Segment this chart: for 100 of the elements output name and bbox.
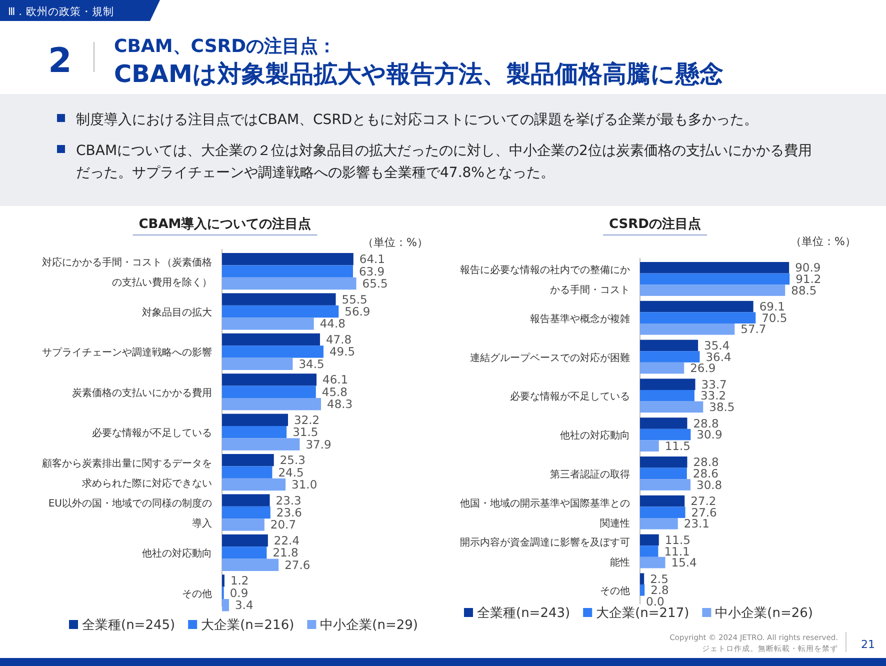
data-label: 15.4 xyxy=(671,556,697,570)
data-label: 44.8 xyxy=(320,316,346,331)
y-tick-label: 炭素価格の支払いにかかる費用 xyxy=(72,386,212,399)
bar xyxy=(222,374,317,386)
bar xyxy=(640,479,691,490)
bar xyxy=(222,534,268,547)
text: 21 xyxy=(861,638,875,651)
data-label: 64.1 xyxy=(359,252,386,266)
text: Ⅲ．欧州の政策・規制 xyxy=(8,5,114,18)
bar xyxy=(640,284,786,296)
bar xyxy=(222,346,324,358)
bar xyxy=(222,293,336,306)
data-label: 33.7 xyxy=(701,377,727,392)
data-label: 56.9 xyxy=(344,304,370,318)
bar xyxy=(640,546,658,557)
bar xyxy=(222,494,270,506)
bar xyxy=(640,428,691,440)
bar xyxy=(640,556,666,568)
bar xyxy=(640,340,698,352)
bar xyxy=(640,273,790,285)
y-tick-label: 顧客から炭素排出量に関するデータを求められた際に対応できない xyxy=(42,457,212,490)
data-label: 65.5 xyxy=(362,276,388,290)
data-label: 46.1 xyxy=(322,372,348,387)
y-tick-label: 対応にかかる手間・コスト（炭素価格の支払い費用を除く） xyxy=(42,256,212,288)
text: CBAMについては、大企業の２位は対象品目の拡大だったのに対し、中小企業の2位は炭素価格の支払いにかかる費用だった。サプライチェーンや調達戦略への影響も全業種で47.8%となった。 xyxy=(76,143,812,181)
legend-label: 全業種(n=245) xyxy=(82,618,176,633)
chart-title: CSRDの注目点 xyxy=(609,216,701,232)
data-label: 36.4 xyxy=(706,350,732,364)
data-label: 30.8 xyxy=(696,478,722,492)
data-label: 57.7 xyxy=(740,322,766,336)
bar xyxy=(222,386,316,398)
data-label: 3.4 xyxy=(234,598,254,612)
data-label: 25.3 xyxy=(280,453,306,468)
data-label: 28.8 xyxy=(693,416,719,430)
data-label: 22.4 xyxy=(274,534,300,548)
y-tick-label: サプライチェーンや調達戦略への影響 xyxy=(42,346,212,359)
bar xyxy=(222,414,288,426)
bar xyxy=(222,546,267,559)
data-label: 45.8 xyxy=(322,384,348,399)
data-label: 49.5 xyxy=(329,344,356,359)
bar xyxy=(640,312,756,324)
y-tick-label: その他 xyxy=(182,588,212,600)
data-label: 32.2 xyxy=(294,412,320,427)
data-label: 11.5 xyxy=(664,532,690,547)
data-label: 27.6 xyxy=(284,558,310,572)
data-label: 24.5 xyxy=(278,465,304,480)
bar xyxy=(640,440,659,452)
bar xyxy=(222,277,356,290)
legend-label: 大企業(n=216) xyxy=(201,618,294,633)
bar xyxy=(222,358,293,370)
y-tick-label: EU以外の国・地域での同様の制度の導入 xyxy=(48,498,212,530)
data-label: 47.8 xyxy=(326,332,352,346)
data-label: 26.9 xyxy=(690,361,716,376)
text: （単位：%） xyxy=(362,236,428,249)
data-label: 23.6 xyxy=(276,506,302,520)
data-label: 31.5 xyxy=(292,425,318,440)
data-label: 11.1 xyxy=(664,544,690,558)
y-tick-label: 連結グループベースでの対応が困難 xyxy=(470,352,630,364)
bar xyxy=(222,558,279,571)
bar xyxy=(640,362,684,374)
data-label: 35.4 xyxy=(704,338,730,352)
bar xyxy=(222,253,354,266)
bar xyxy=(222,454,274,466)
y-tick-label: 他社の対応動向 xyxy=(142,548,212,560)
legend-label: 大企業(n=217) xyxy=(596,606,690,621)
bar xyxy=(640,401,704,413)
bar xyxy=(640,534,659,546)
bar xyxy=(640,456,688,468)
y-tick-label: 必要な情報が不足している xyxy=(92,427,212,440)
y-tick-label: その他 xyxy=(600,585,630,598)
bar xyxy=(640,506,686,518)
bar xyxy=(640,584,645,596)
text: 2 xyxy=(48,41,72,81)
y-tick-label: 他社の対応動向 xyxy=(560,430,630,442)
bar xyxy=(222,438,300,450)
data-label: 63.9 xyxy=(358,264,385,278)
data-label: 48.3 xyxy=(327,397,353,412)
bar xyxy=(222,426,287,438)
bar xyxy=(222,466,272,478)
y-tick-label: 他国・地域の開示基準や国際基準との関連性 xyxy=(460,497,630,530)
bar xyxy=(640,418,688,429)
data-label: 34.5 xyxy=(298,356,324,371)
bar xyxy=(222,518,264,531)
bar xyxy=(640,351,700,362)
data-label: 20.7 xyxy=(270,518,296,532)
data-label: 2.5 xyxy=(650,572,668,586)
bar xyxy=(640,324,735,335)
bar xyxy=(222,265,353,278)
chart-title: CBAM導入についての注目点 xyxy=(138,216,312,232)
bar xyxy=(640,262,790,274)
data-label: 37.9 xyxy=(306,437,332,452)
bar xyxy=(222,398,322,410)
bar xyxy=(222,506,270,519)
y-tick-label: 対象品目の拡大 xyxy=(142,306,212,318)
data-label: 0.9 xyxy=(230,586,248,600)
legend-label: 全業種(n=243) xyxy=(477,606,570,621)
bar xyxy=(222,318,314,330)
bar xyxy=(640,378,696,390)
bar xyxy=(640,518,678,530)
bar xyxy=(640,300,754,312)
